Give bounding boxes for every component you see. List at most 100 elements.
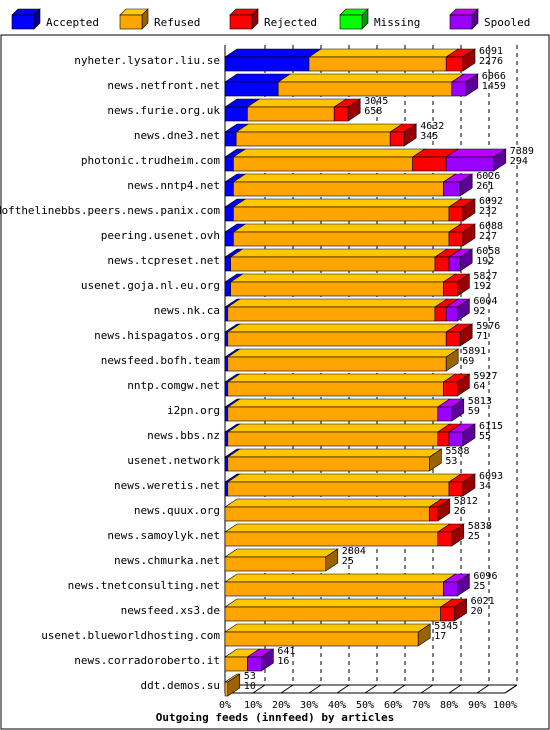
bar-segment-top-refused — [224, 573, 457, 583]
bar-segment-rejected — [412, 156, 447, 172]
bar-segment-side-spooled — [493, 148, 507, 172]
bar-segment-rejected — [443, 381, 458, 397]
bar-segment-side-rejected — [451, 523, 465, 547]
bar-segment-top-refused — [226, 323, 460, 333]
category-label: news.corradoroberto.it — [74, 654, 220, 667]
bar-row — [224, 348, 460, 372]
bar-row — [224, 273, 471, 297]
category-label: news.tnetconsulting.net — [68, 579, 220, 592]
offered-value-label: 6066 — [482, 71, 506, 82]
bar-segment-rejected — [437, 431, 450, 447]
bar-segment-side-rejected — [403, 123, 417, 147]
bar-segment-refused — [277, 81, 453, 97]
accepted-value-label: 227 — [479, 231, 497, 242]
bar-segment-top-refused — [229, 248, 448, 258]
bar-row — [224, 623, 432, 647]
bar-segment-accepted — [224, 431, 229, 447]
offered-value-label: 3045 — [364, 96, 388, 107]
bar-segment-spooled — [443, 581, 458, 597]
category-label: nntp.comgw.net — [127, 379, 220, 392]
bar-segment-accepted — [224, 406, 229, 422]
category-label: newsfeed.xs3.de — [121, 604, 220, 617]
offered-value-label: 5927 — [473, 371, 497, 382]
bar-segment-accepted — [224, 456, 229, 472]
bar-segment-top-refused — [224, 523, 451, 533]
bar-segment-side-spooled — [459, 248, 473, 272]
bar-row — [224, 598, 468, 622]
bar-segment-refused — [224, 606, 441, 622]
bar-segment-top-refused — [232, 173, 457, 183]
legend-swatch-missing — [339, 14, 363, 30]
bar-row — [224, 648, 275, 672]
accepted-value-label: 232 — [479, 206, 497, 217]
bar-row — [224, 198, 476, 222]
bar-segment-refused — [230, 281, 444, 297]
offered-value-label: 6092 — [479, 196, 503, 207]
offered-value-label: 6096 — [473, 571, 497, 582]
accepted-value-label: 16 — [277, 656, 289, 667]
bar-segment-top-refused — [232, 223, 462, 233]
legend-swatch-refused — [119, 14, 143, 30]
bar-row — [224, 298, 471, 322]
bar-row — [224, 173, 474, 197]
x-tick-label: 60% — [384, 700, 402, 711]
bar-row — [224, 248, 474, 272]
bar-row — [224, 73, 479, 97]
bar-segment-refused — [227, 306, 436, 322]
offered-value-label: 6115 — [479, 421, 503, 432]
category-label: news.samoylyk.net — [107, 529, 220, 542]
bar-segment-side-rejected — [462, 48, 476, 72]
bar-segment-refused — [227, 481, 450, 497]
category-label: news.hispagatos.org — [94, 329, 220, 342]
bar-row — [224, 148, 507, 172]
legend-label-spooled: Spooled — [484, 16, 530, 29]
accepted-value-label: 345 — [420, 131, 438, 142]
legend: Accepted Refused Rejected Missing Spooled — [11, 8, 530, 30]
grid-floor-line — [308, 684, 322, 694]
bars — [224, 48, 507, 697]
bar-segment-spooled — [448, 256, 461, 272]
legend-label-rejected: Rejected — [264, 16, 317, 29]
bar-segment-spooled — [448, 431, 464, 447]
grid-floor-line — [280, 684, 294, 694]
accepted-value-label: 10 — [244, 681, 256, 692]
accepted-value-label: 59 — [468, 406, 480, 417]
bar-row — [224, 548, 339, 572]
bar-segment-accepted — [224, 231, 234, 247]
bar-segment-top-refused — [226, 423, 451, 433]
bar-segment-refused — [230, 256, 436, 272]
accepted-value-label: 1459 — [482, 81, 506, 92]
bar-segment-rejected — [429, 506, 439, 522]
bar-segment-accepted — [224, 206, 234, 222]
bar-segment-top-refused — [277, 73, 465, 83]
bar-row — [224, 573, 471, 597]
category-label: photonic.trudheim.com — [81, 154, 220, 167]
bar-segment-accepted — [224, 356, 229, 372]
bar-segment-side-rejected — [437, 498, 451, 522]
x-tick-label: 40% — [328, 700, 346, 711]
bar-segment-accepted — [224, 306, 229, 322]
category-label: usenet.blueworldhosting.com — [41, 629, 220, 642]
bar-segment-refused — [224, 556, 327, 572]
bar-segment-side-spooled — [462, 423, 476, 447]
x-tick-label: 100% — [493, 700, 517, 711]
bar-segment-top-refused — [226, 298, 448, 308]
bar-segment-side-spooled — [457, 573, 470, 597]
category-label: ddt.demos.su — [141, 679, 220, 692]
bar-segment-refused — [224, 531, 439, 547]
category-label: news.quux.org — [134, 504, 220, 517]
accepted-value-label: 192 — [473, 281, 491, 292]
bar-segment-refused — [224, 581, 444, 597]
bar-segment-side-rejected — [459, 323, 473, 347]
x-tick-label: 80% — [440, 700, 458, 711]
accepted-value-label: 261 — [476, 181, 494, 192]
bar-segment-top-refused — [226, 348, 460, 358]
bar-segment-top-refused — [246, 98, 348, 108]
bar-row — [224, 48, 476, 72]
bar-row — [224, 673, 241, 697]
bar-segment-side-rejected — [462, 198, 476, 222]
accepted-value-label: 53 — [445, 456, 457, 467]
legend-label-refused: Refused — [154, 16, 200, 29]
bar-segment-refused — [247, 106, 335, 122]
bar-segment-refused — [235, 131, 391, 147]
